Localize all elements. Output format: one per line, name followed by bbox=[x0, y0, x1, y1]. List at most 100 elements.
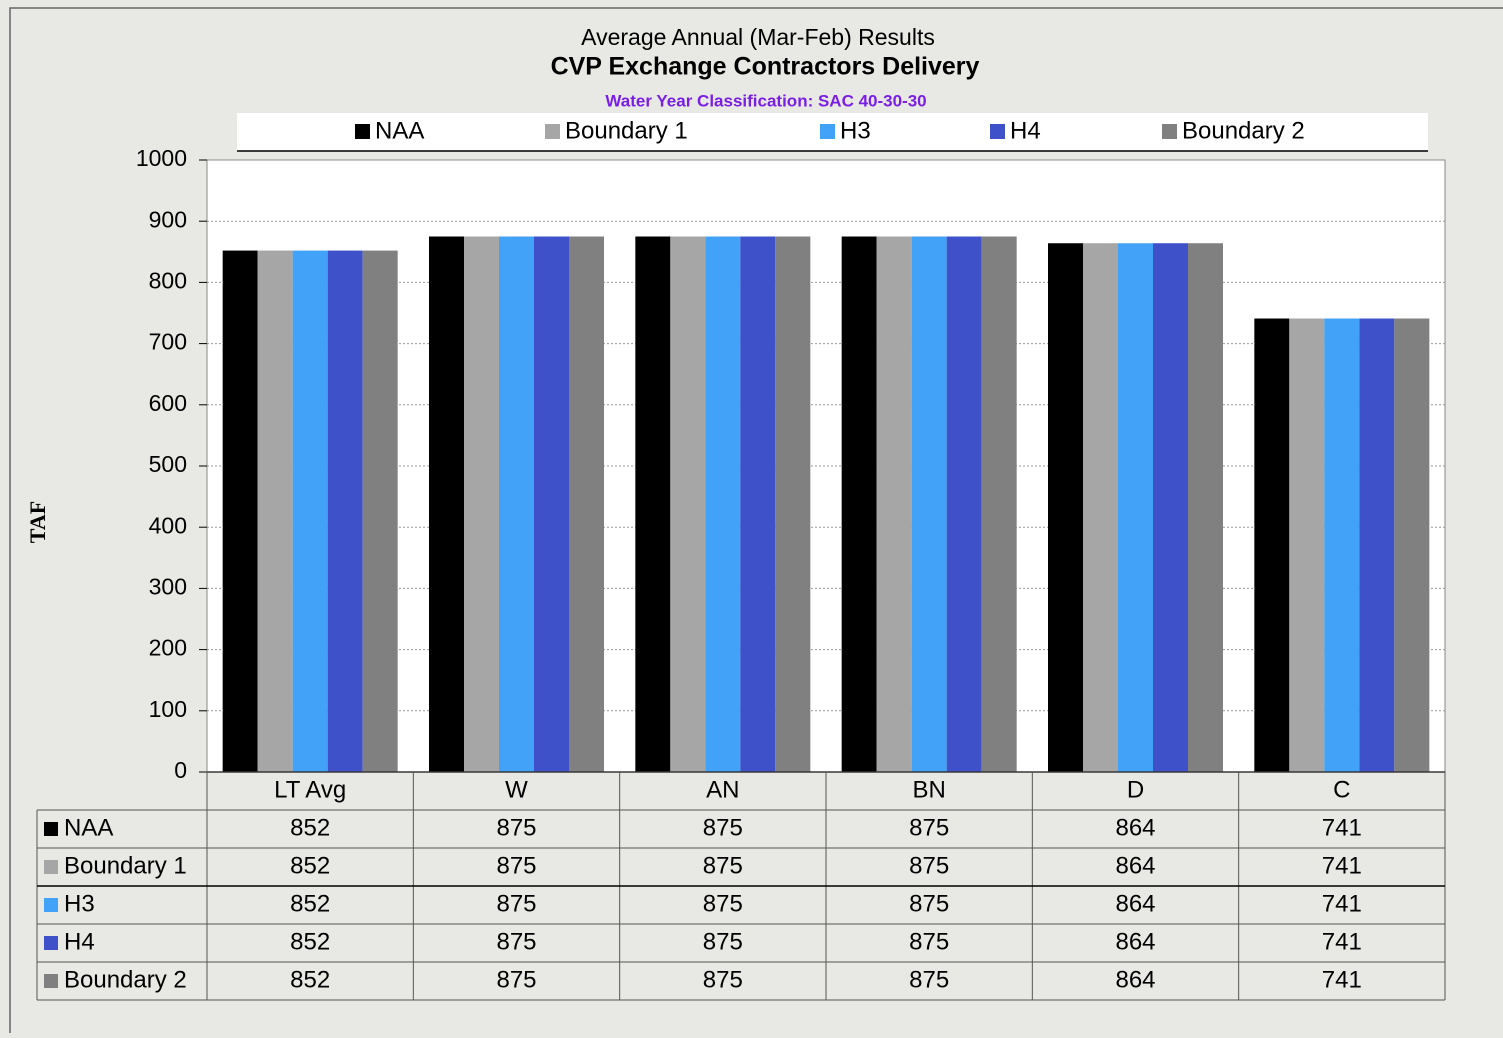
table-cell: 875 bbox=[496, 852, 536, 879]
y-tick-label: 0 bbox=[174, 757, 187, 783]
table-cell: 741 bbox=[1322, 814, 1362, 841]
table-cell: 875 bbox=[909, 814, 949, 841]
annotation: Water Year Classification: SAC 40-30-30 bbox=[605, 91, 926, 110]
table-cell: 864 bbox=[1115, 852, 1155, 879]
y-tick-label: 1000 bbox=[136, 145, 187, 171]
bar bbox=[841, 236, 877, 772]
bar bbox=[1083, 243, 1118, 772]
bar bbox=[1118, 243, 1153, 772]
table-row-label: Boundary 2 bbox=[64, 966, 187, 993]
legend-label: Boundary 2 bbox=[1182, 117, 1305, 144]
bar bbox=[327, 250, 363, 773]
chart-subtitle: CVP Exchange Contractors Delivery bbox=[551, 53, 980, 81]
table-cell: 875 bbox=[496, 814, 536, 841]
bar bbox=[1048, 243, 1083, 772]
legend-label: H4 bbox=[1010, 117, 1041, 144]
table-cell: 875 bbox=[703, 890, 743, 917]
y-tick-label: 200 bbox=[149, 635, 187, 661]
bar bbox=[876, 236, 912, 772]
table-cell: 741 bbox=[1322, 928, 1362, 955]
table-cell: 852 bbox=[290, 814, 330, 841]
table-cell: 864 bbox=[1115, 928, 1155, 955]
bar bbox=[292, 250, 328, 773]
legend-swatch bbox=[990, 124, 1005, 139]
bar bbox=[1289, 318, 1325, 772]
table-cell: 852 bbox=[290, 852, 330, 879]
bar bbox=[222, 250, 258, 773]
table-cell: 875 bbox=[909, 852, 949, 879]
table-swatch bbox=[44, 898, 58, 912]
bar bbox=[911, 236, 947, 772]
bar bbox=[705, 236, 741, 772]
chart-title: Average Annual (Mar-Feb) Results bbox=[581, 24, 935, 50]
bar bbox=[464, 236, 499, 772]
x-tick-label: BN bbox=[912, 776, 945, 803]
bar bbox=[1324, 318, 1360, 772]
table-cell: 741 bbox=[1322, 852, 1362, 879]
table-row-label: H4 bbox=[64, 928, 95, 955]
table-cell: 864 bbox=[1115, 890, 1155, 917]
table-swatch bbox=[44, 936, 58, 950]
table-cell: 875 bbox=[909, 928, 949, 955]
bar bbox=[569, 236, 604, 772]
bar bbox=[1359, 318, 1395, 772]
bar bbox=[981, 236, 1017, 772]
table-swatch bbox=[44, 974, 58, 988]
y-tick-label: 400 bbox=[149, 512, 187, 538]
legend-label: Boundary 1 bbox=[565, 117, 688, 144]
bar bbox=[362, 250, 398, 773]
table-cell: 875 bbox=[909, 890, 949, 917]
table-cell: 864 bbox=[1115, 966, 1155, 993]
legend-label: NAA bbox=[375, 117, 424, 144]
legend-label: H3 bbox=[840, 117, 871, 144]
bar bbox=[257, 250, 293, 773]
y-tick-label: 300 bbox=[149, 573, 187, 599]
x-tick-label: AN bbox=[706, 776, 739, 803]
x-tick-label: C bbox=[1333, 776, 1350, 803]
y-tick-label: 600 bbox=[149, 390, 187, 416]
legend-swatch bbox=[820, 124, 835, 139]
table-cell: 741 bbox=[1322, 966, 1362, 993]
table-cell: 875 bbox=[703, 814, 743, 841]
bar bbox=[1153, 243, 1188, 772]
bar bbox=[1188, 243, 1223, 772]
bar bbox=[670, 236, 706, 772]
y-axis-label: TAF bbox=[25, 501, 50, 543]
legend-swatch bbox=[1162, 124, 1177, 139]
legend-swatch bbox=[355, 124, 370, 139]
plot-area bbox=[206, 159, 1446, 773]
bar bbox=[534, 236, 569, 772]
y-tick-label: 100 bbox=[149, 696, 187, 722]
x-tick-label: W bbox=[505, 776, 528, 803]
table-row-label: NAA bbox=[64, 814, 113, 841]
y-tick-label: 500 bbox=[149, 451, 187, 477]
table-cell: 852 bbox=[290, 928, 330, 955]
table-cell: 875 bbox=[909, 966, 949, 993]
table-cell: 741 bbox=[1322, 890, 1362, 917]
table-cell: 852 bbox=[290, 966, 330, 993]
y-tick-label: 900 bbox=[149, 206, 187, 232]
table-swatch bbox=[44, 822, 58, 836]
bar bbox=[499, 236, 534, 772]
bar bbox=[740, 236, 776, 772]
table-cell: 864 bbox=[1115, 814, 1155, 841]
table-cell: 875 bbox=[496, 928, 536, 955]
table-cell: 875 bbox=[496, 966, 536, 993]
table-swatch bbox=[44, 860, 58, 874]
table-cell: 875 bbox=[703, 966, 743, 993]
table-cell: 875 bbox=[703, 852, 743, 879]
bar bbox=[635, 236, 671, 772]
x-tick-label: D bbox=[1127, 776, 1144, 803]
bar bbox=[1254, 318, 1290, 772]
y-tick-label: 700 bbox=[149, 329, 187, 355]
bar bbox=[1394, 318, 1430, 772]
table-cell: 875 bbox=[496, 890, 536, 917]
table-cell: 852 bbox=[290, 890, 330, 917]
bar bbox=[946, 236, 982, 772]
table-row-label: Boundary 1 bbox=[64, 852, 187, 879]
bar bbox=[775, 236, 811, 772]
legend-swatch bbox=[545, 124, 560, 139]
y-tick-label: 800 bbox=[149, 267, 187, 293]
table-row-label: H3 bbox=[64, 890, 95, 917]
